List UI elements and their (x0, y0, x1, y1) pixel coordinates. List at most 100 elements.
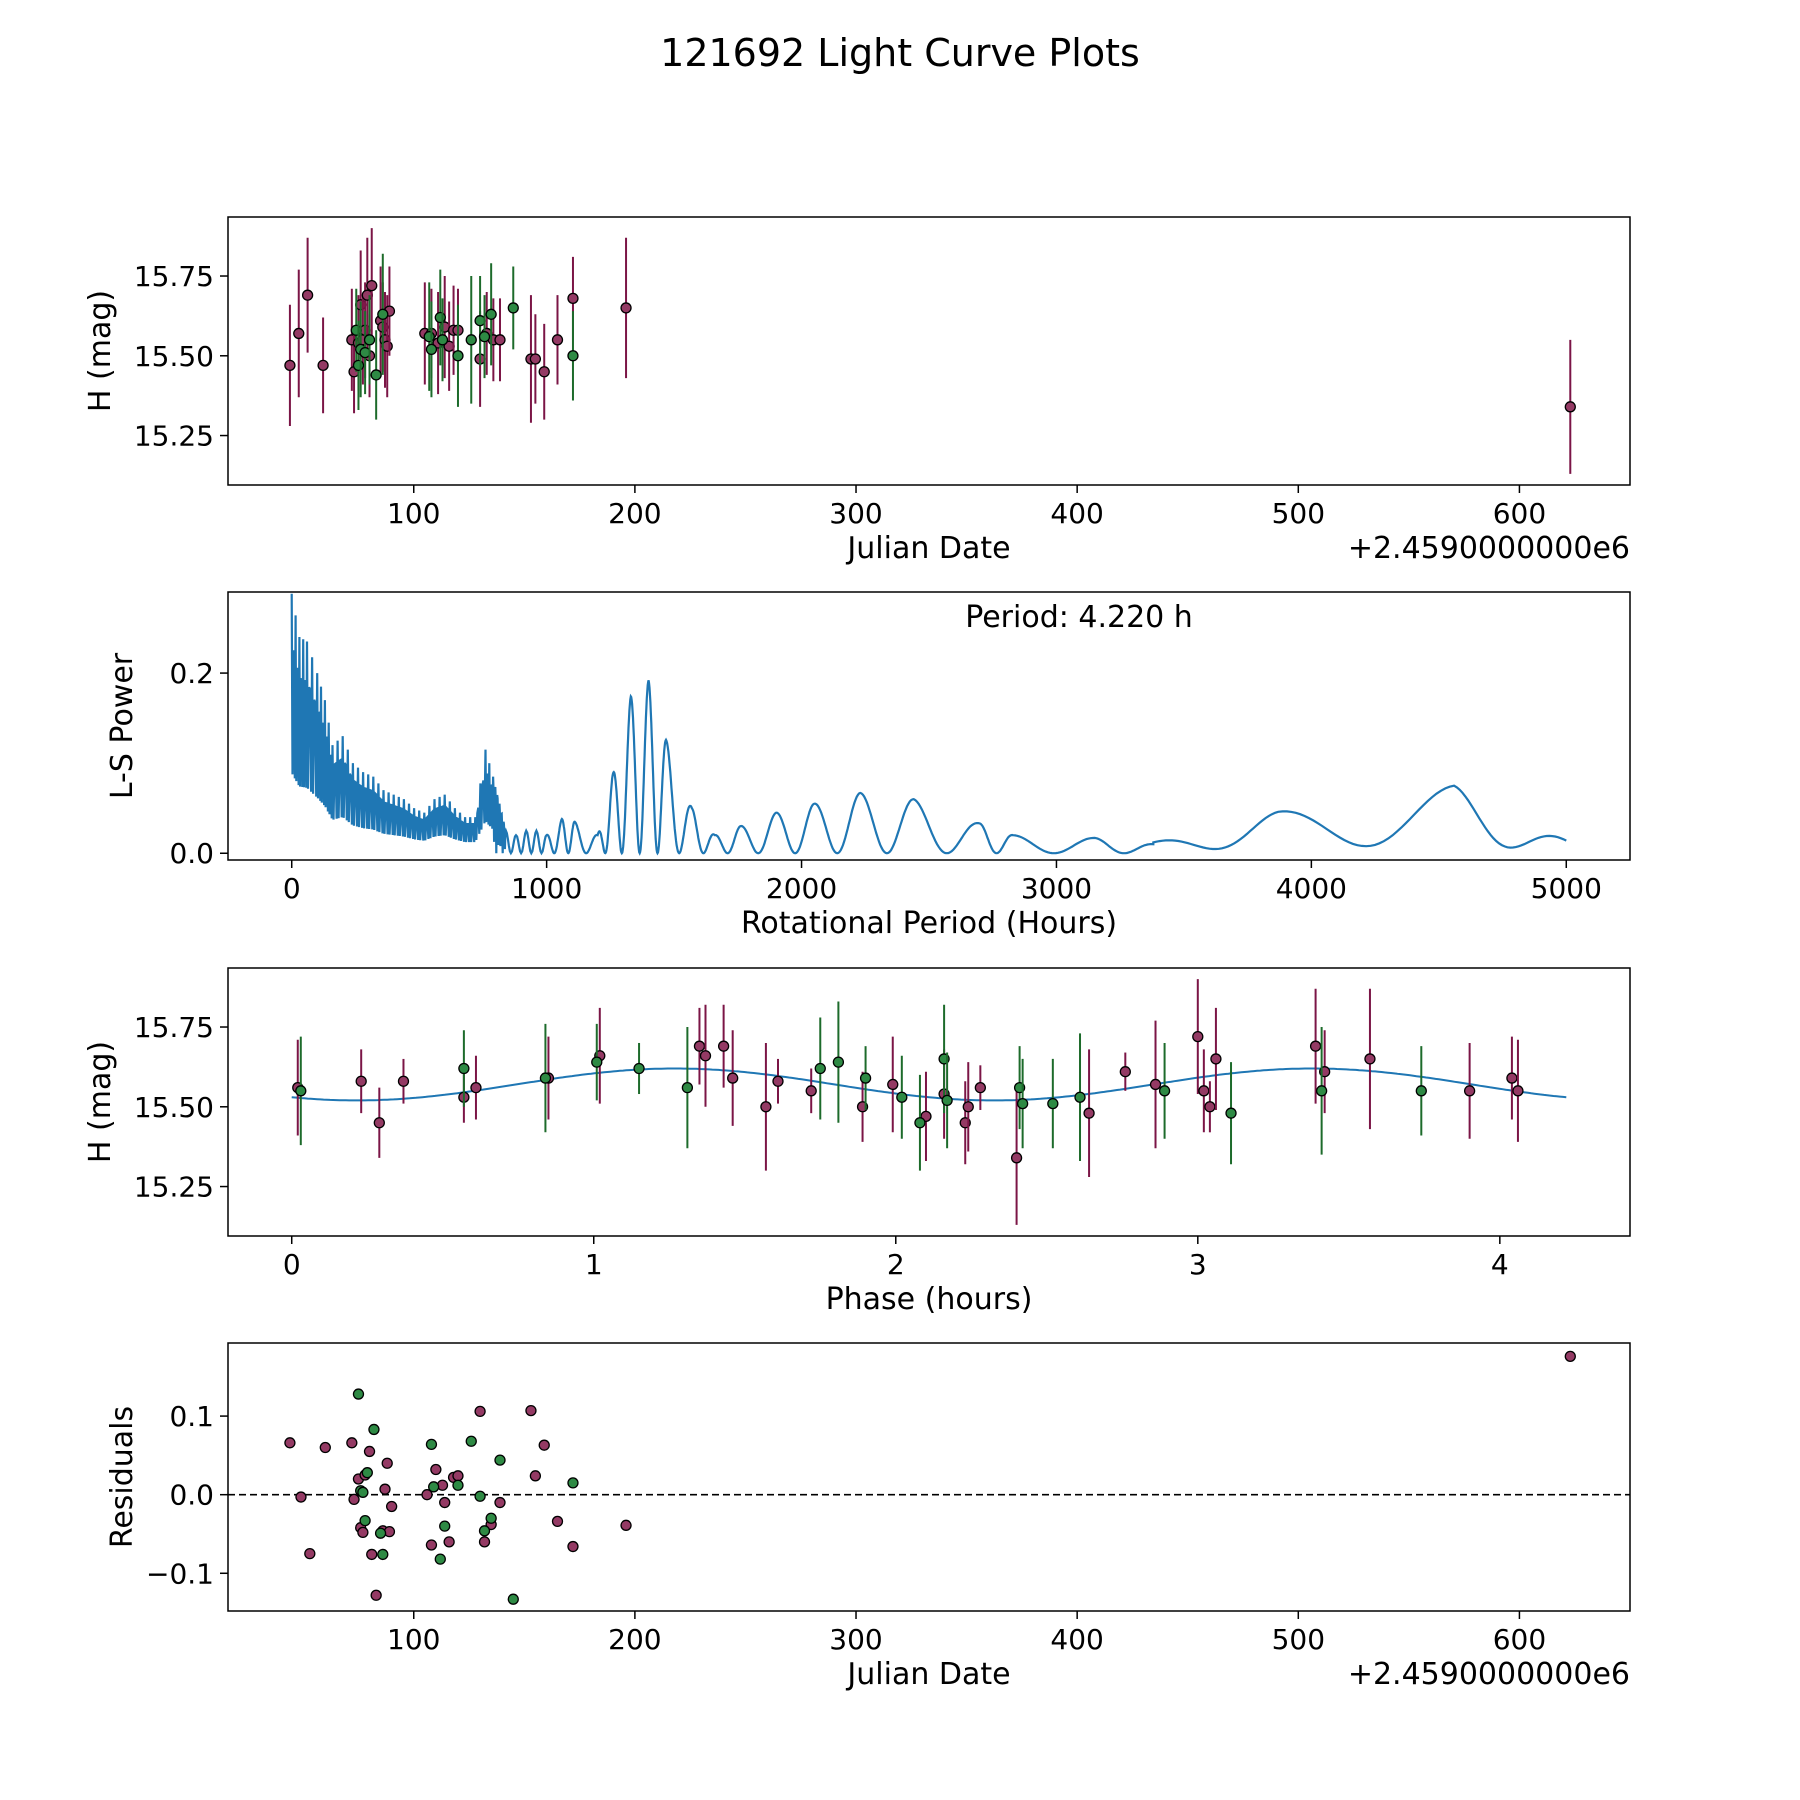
data-point (439, 1520, 451, 1532)
axes-frame (227, 967, 1631, 1237)
data-point (538, 1439, 550, 1451)
x-tick-label: 0 (283, 1248, 301, 1281)
data-point (465, 1435, 477, 1447)
residuals-panel: 100 200 300 400 500 600 −0.1 0.0 0.1 Julian Date R… (105, 1342, 1631, 1692)
y-tick-label: 15.25 (134, 1171, 214, 1204)
data-point (1564, 401, 1576, 413)
model-curve (291, 1067, 1567, 1102)
x-tick-label: 100 (387, 1623, 440, 1656)
data-point (1158, 1085, 1171, 1097)
data-point (452, 1470, 464, 1482)
data-point (379, 1483, 391, 1495)
data-point (430, 1463, 442, 1476)
data-point (443, 1536, 455, 1548)
y-tick-label: 0.0 (169, 1479, 214, 1512)
data-point (620, 302, 632, 314)
data-point (370, 369, 382, 381)
y-axis-label: L-S Power (105, 652, 140, 799)
data-point (346, 1437, 358, 1449)
periodogram-line (290, 593, 1567, 856)
axes-frame (227, 216, 1631, 486)
data-point (352, 1388, 365, 1400)
x-tick-label: 4 (1491, 1248, 1509, 1281)
data-point (423, 330, 435, 343)
data-point (539, 1072, 552, 1084)
data-point (1415, 1085, 1427, 1097)
data-point (507, 1593, 519, 1605)
data-point (1463, 1085, 1476, 1097)
data-point (772, 1075, 784, 1087)
data-point (1210, 1053, 1222, 1065)
data-point (434, 1553, 446, 1565)
data-point (284, 1437, 296, 1449)
x-tick-label: 100 (387, 497, 440, 530)
data-point (1309, 1040, 1322, 1052)
x-tick-label: 4000 (1276, 872, 1347, 905)
data-point (452, 1479, 464, 1491)
data-point (1119, 1066, 1131, 1078)
y-tick-label: −0.1 (146, 1557, 214, 1590)
data-point (551, 334, 564, 346)
data-point (529, 1470, 542, 1482)
data-point (361, 1467, 373, 1479)
data-point (374, 1527, 387, 1539)
x-tick-label: 300 (829, 1623, 882, 1656)
x-offset-label: +2.4590000000e6 (1348, 531, 1630, 566)
x-offset-label: +2.4590000000e6 (1348, 1657, 1630, 1692)
data-point (760, 1101, 772, 1113)
plot-area (291, 979, 1567, 1225)
data-point (425, 1539, 438, 1551)
data-point (377, 308, 389, 320)
x-tick-label: 1000 (511, 872, 582, 905)
data-point (1010, 1152, 1023, 1164)
x-tick-label: 2000 (766, 872, 837, 905)
data-point (381, 1457, 393, 1469)
y-tick-label: 15.50 (134, 1091, 214, 1124)
y-tick-label: 15.75 (134, 260, 214, 293)
data-point (377, 1548, 389, 1561)
y-axis-label: H (mag) (83, 290, 118, 412)
data-point (478, 1536, 491, 1548)
data-point (295, 1085, 307, 1097)
data-point (357, 1526, 369, 1539)
data-point (887, 1078, 899, 1091)
y-tick-label: 15.75 (134, 1011, 214, 1044)
data-point (357, 1486, 369, 1498)
x-axis-label: Rotational Period (Hours) (741, 906, 1117, 941)
data-point (421, 1489, 433, 1501)
data-point (373, 1117, 385, 1129)
x-tick-label: 400 (1050, 497, 1103, 530)
data-point (397, 1075, 410, 1087)
data-point (436, 334, 449, 346)
data-point (366, 1548, 378, 1561)
data-point (366, 279, 378, 292)
data-point (439, 1496, 451, 1509)
data-point (1315, 1085, 1328, 1097)
data-point (363, 334, 376, 346)
x-tick-label: 600 (1493, 1623, 1546, 1656)
data-point (295, 1491, 307, 1503)
y-tick-label: 15.50 (134, 340, 214, 373)
data-point (699, 1050, 712, 1062)
data-point (474, 1405, 486, 1418)
x-tick-label: 400 (1050, 1623, 1103, 1656)
data-point (727, 1072, 739, 1084)
data-point (681, 1081, 694, 1094)
data-point (425, 343, 438, 356)
data-point (352, 359, 365, 372)
data-point (370, 1589, 382, 1601)
x-tick-label: 3000 (1021, 872, 1092, 905)
x-tick-label: 600 (1493, 497, 1546, 530)
data-point (301, 289, 314, 301)
data-point (1512, 1085, 1524, 1097)
x-tick-label: 200 (608, 1623, 661, 1656)
x-axis-label: Julian Date (845, 531, 1010, 566)
data-point (567, 292, 579, 305)
lightcurve-panel: 100 200 300 400 500 600 15.25 15.50 15.75 Julian … (83, 216, 1631, 566)
x-tick-label: 5000 (1531, 872, 1602, 905)
x-tick-label: 1 (585, 1248, 603, 1281)
data-point (1149, 1078, 1162, 1091)
data-point (494, 334, 506, 346)
data-point (494, 1454, 506, 1466)
